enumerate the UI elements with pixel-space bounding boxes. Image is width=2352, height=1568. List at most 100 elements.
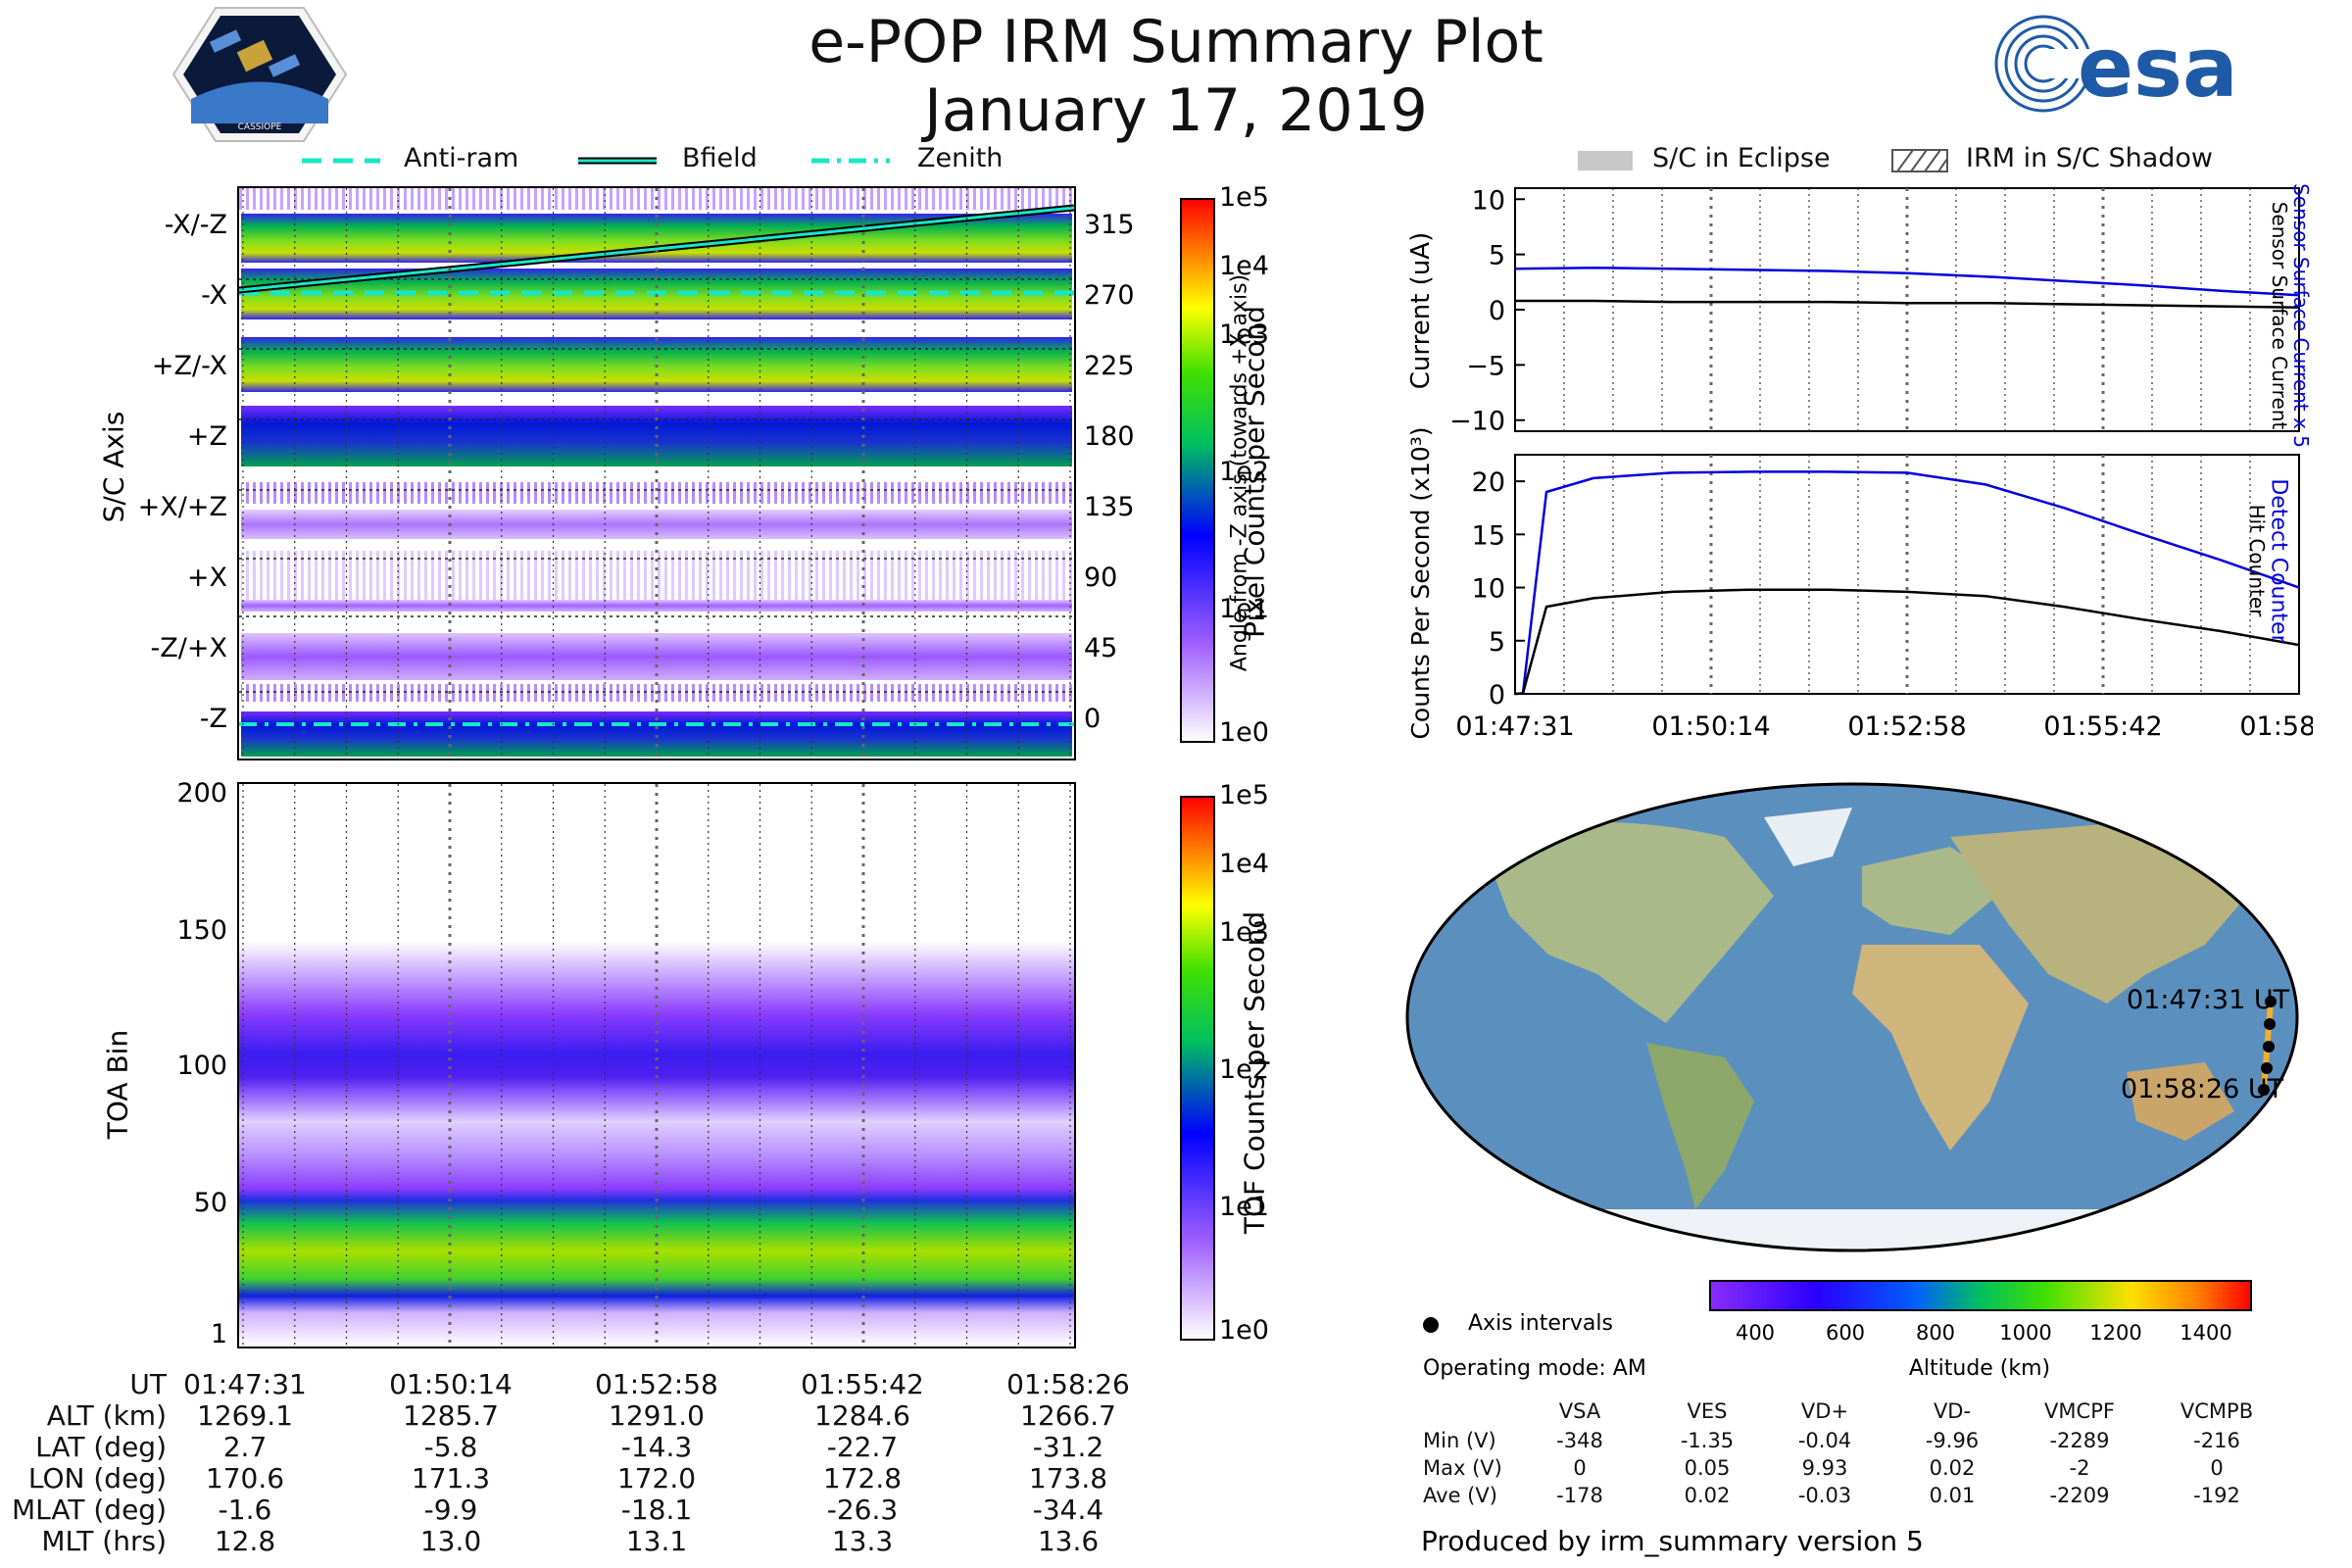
voltage-cell: 9.93 [1801, 1456, 1848, 1480]
sc-axis-label: +X/+Z [137, 492, 227, 522]
toa-ytick-label: 50 [193, 1188, 227, 1218]
toa-colorbar [1180, 796, 1215, 1341]
voltage-cell: -9.96 [1925, 1429, 1980, 1452]
orbit-cell: 01:50:14 [389, 1368, 513, 1400]
toa-colorbar-tick: 1e1 [1219, 1192, 1269, 1222]
orbit-row-label: MLT (hrs) [41, 1525, 167, 1557]
series-line [1514, 588, 2300, 696]
orbit-cell: -9.9 [423, 1494, 478, 1526]
voltage-cell: -2 [2069, 1456, 2090, 1480]
ytick-label: 0 [1489, 296, 1505, 326]
orbit-cell: 01:47:31 [183, 1368, 307, 1400]
toa-colorbar-tick: 1e2 [1219, 1054, 1269, 1085]
south-america-shape [1646, 1043, 1754, 1209]
orbit-cell: 13.1 [625, 1525, 688, 1557]
counts-right-label-blue: Detect Counter [2266, 478, 2291, 644]
altitude-tick: 800 [1915, 1321, 1956, 1345]
trace-legend: Anti-ram Bfield Zenith [294, 143, 1078, 178]
greenland-shape [1764, 808, 1852, 866]
orbit-cell: 171.3 [411, 1462, 491, 1494]
operating-mode: Operating mode: AM [1423, 1356, 1646, 1381]
series-line [1515, 299, 2300, 309]
ytick-label: 10 [1472, 574, 1505, 605]
orbit-row-label: LON (deg) [27, 1462, 167, 1494]
current-chart: 10 5 0 −10 −5 [1449, 185, 2300, 437]
sc-axis-label: -X/-Z [164, 210, 227, 240]
toa-colorbar-tick: 1e5 [1219, 780, 1269, 810]
toa-panel [237, 782, 1076, 1348]
ytick-label: 5 [1489, 241, 1505, 271]
orbit-cell: 172.8 [822, 1462, 903, 1494]
sc-axis-label: +Z/-X [151, 351, 227, 381]
zenith-legend-label: Zenith [917, 143, 1004, 173]
pixel-colorbar-tick: 1e0 [1219, 717, 1269, 748]
counts-chart: 20 15 10 5 001:47:31 01:50:14 01:52:58 01:55:42… [1455, 454, 2313, 742]
toa-colorbar-tick: 1e0 [1219, 1315, 1269, 1346]
angle-tick-label: 90 [1084, 563, 1118, 593]
angle-tick-label: 180 [1084, 421, 1135, 452]
voltage-cell: -178 [1556, 1484, 1603, 1507]
pixel-colorbar-tick: 1e5 [1219, 182, 1269, 213]
eclipse-legend-label: S/C in Eclipse [1652, 143, 1831, 173]
voltage-table: VSA VES VD+ VD- VMCPF VCMPB Min (V) -348 -1.35 -0… [1423, 1399, 2305, 1527]
angle-tick-label: 45 [1084, 633, 1118, 663]
voltage-cell: -0.04 [1797, 1429, 1852, 1452]
orbit-cell: 1291.0 [609, 1399, 705, 1432]
orbit-cell: 170.6 [205, 1462, 285, 1494]
voltage-header: VMCPF [2044, 1399, 2115, 1423]
bfield-legend-icon [578, 157, 657, 165]
toa-colorbar-tick: 1e4 [1219, 849, 1269, 879]
ytick-label: −10 [1449, 407, 1505, 437]
orbit-cell: 2.7 [222, 1431, 268, 1463]
voltage-header: VD+ [1800, 1399, 1849, 1423]
counts-right-label-black: Hit Counter [2245, 504, 2269, 617]
series-line [1514, 470, 2300, 696]
orbit-cell: -31.2 [1032, 1431, 1104, 1463]
shadow-swatch-icon [1891, 149, 1948, 172]
africa-shape [1852, 945, 2029, 1151]
esa-logo-text: esa [2078, 20, 2238, 116]
pixel-colorbar-label: Pixel Counts per Second [1238, 306, 1271, 638]
angle-tick-label: 270 [1084, 280, 1135, 311]
ytick-label: −5 [1466, 351, 1505, 381]
orbit-cell: 01:58:26 [1006, 1368, 1130, 1400]
voltage-cell: 0.01 [1929, 1484, 1976, 1507]
toa-colorbar-tick: 1e3 [1219, 917, 1269, 948]
orbit-cell: 01:52:58 [595, 1368, 718, 1400]
orbit-cell: 13.3 [831, 1525, 894, 1557]
sc-axis-label: +X [186, 563, 227, 593]
anti-ram-legend-icon [302, 158, 380, 164]
sc-axis-label: -X [201, 280, 227, 311]
eclipse-legend: S/C in Eclipse IRM in S/C Shadow [1568, 143, 2313, 178]
series-line [1514, 266, 2300, 297]
voltage-cell: -2289 [2049, 1429, 2110, 1452]
orbit-row-label: UT [129, 1368, 167, 1400]
pixel-colorbar-tick: 1e4 [1219, 251, 1269, 281]
badge-text: CASSIOPE [238, 122, 282, 132]
xtick-label: 01:58:26 [2239, 711, 2313, 742]
orbit-cell: 01:55:42 [801, 1368, 924, 1400]
voltage-row-label: Max (V) [1423, 1456, 1502, 1480]
voltage-cell: 0.02 [1929, 1456, 1976, 1480]
anti-ram-legend-label: Anti-ram [404, 143, 519, 173]
bfield-legend-label: Bfield [682, 143, 758, 173]
ytick-label: 15 [1472, 520, 1505, 551]
voltage-cell: -1.35 [1680, 1429, 1735, 1452]
orbit-cell: -14.3 [620, 1431, 693, 1463]
voltage-cell: -192 [2193, 1484, 2240, 1507]
pixel-colorbar-tick: 1e1 [1219, 594, 1269, 624]
voltage-cell: -0.03 [1797, 1484, 1852, 1507]
zenith-legend-icon [811, 158, 890, 164]
world-map [1405, 782, 2299, 1252]
orbit-cell: 13.0 [419, 1525, 482, 1557]
angle-tick-label: 0 [1084, 704, 1102, 734]
pixel-counts-panel [237, 186, 1076, 760]
sc-axis-label: +Z [186, 421, 227, 452]
voltage-row-label: Min (V) [1423, 1429, 1496, 1452]
orbit-cell: 1285.7 [403, 1399, 499, 1432]
voltage-header: VSA [1558, 1399, 1601, 1423]
orbit-cell: -1.6 [218, 1494, 272, 1526]
axis-interval-legend-label: Axis intervals [1468, 1311, 1613, 1336]
orbit-cell: 13.6 [1037, 1525, 1100, 1557]
axis-interval-legend-icon [1423, 1317, 1439, 1333]
